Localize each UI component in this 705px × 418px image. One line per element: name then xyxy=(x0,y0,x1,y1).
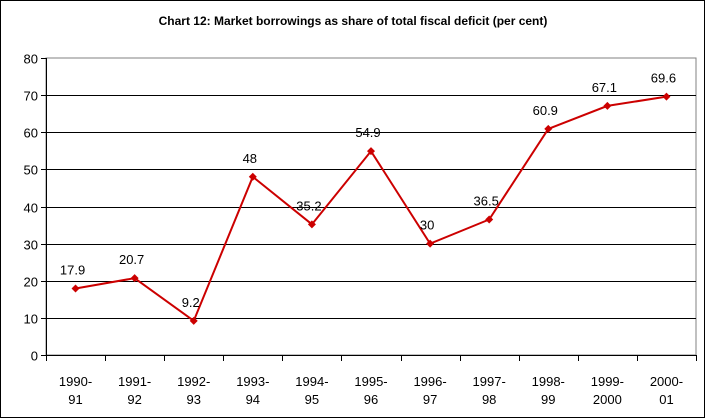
data-point-marker xyxy=(662,92,671,101)
y-tick-label: 70 xyxy=(24,89,38,104)
data-point-marker xyxy=(130,274,139,283)
data-point-marker xyxy=(248,172,257,181)
data-point-marker xyxy=(189,316,198,325)
y-tick-label: 40 xyxy=(24,201,38,216)
x-tick-label: 1998-99 xyxy=(532,374,565,407)
data-point-marker xyxy=(485,215,494,224)
y-tick-label: 0 xyxy=(31,349,38,364)
data-label: 60.9 xyxy=(533,103,558,118)
data-label: 17.9 xyxy=(60,263,85,278)
x-tick-label: 1994-95 xyxy=(295,374,328,407)
x-tick-label: 1990-91 xyxy=(59,374,92,407)
x-tick-label: 1999-2000 xyxy=(591,374,624,407)
data-point-marker xyxy=(307,220,316,229)
data-label: 67.1 xyxy=(592,80,617,95)
data-point-marker xyxy=(426,239,435,248)
y-tick-label: 30 xyxy=(24,238,38,253)
data-label: 20.7 xyxy=(119,252,144,267)
data-label: 69.6 xyxy=(651,71,676,86)
y-tick-label: 20 xyxy=(24,275,38,290)
data-label: 36.5 xyxy=(474,193,499,208)
plot-area xyxy=(45,57,697,356)
y-tick-label: 10 xyxy=(24,312,38,327)
x-tick-label: 1991-92 xyxy=(118,374,151,407)
x-tick-label: 1996-97 xyxy=(413,374,446,407)
data-label: 48 xyxy=(243,151,257,166)
y-tick-label: 80 xyxy=(24,52,38,67)
y-tick-label: 50 xyxy=(24,163,38,178)
data-label: 54.9 xyxy=(355,125,380,140)
x-tick-label: 1997-98 xyxy=(473,374,506,407)
data-label: 30 xyxy=(420,218,434,233)
data-label: 9.2 xyxy=(182,295,200,310)
chart-title: Chart 12: Market borrowings as share of … xyxy=(159,14,548,28)
x-tick-label: 1993-94 xyxy=(236,374,269,407)
data-point-marker xyxy=(367,147,375,156)
x-tick-label: 2000-01 xyxy=(650,374,683,407)
x-tick-label: 1992-93 xyxy=(177,374,210,407)
y-tick-label: 60 xyxy=(24,126,38,141)
data-point-marker xyxy=(603,101,612,110)
data-point-marker xyxy=(544,124,553,133)
data-point-marker xyxy=(71,284,80,293)
x-tick-label: 1995-96 xyxy=(354,374,387,407)
data-label: 35.2 xyxy=(296,198,321,213)
